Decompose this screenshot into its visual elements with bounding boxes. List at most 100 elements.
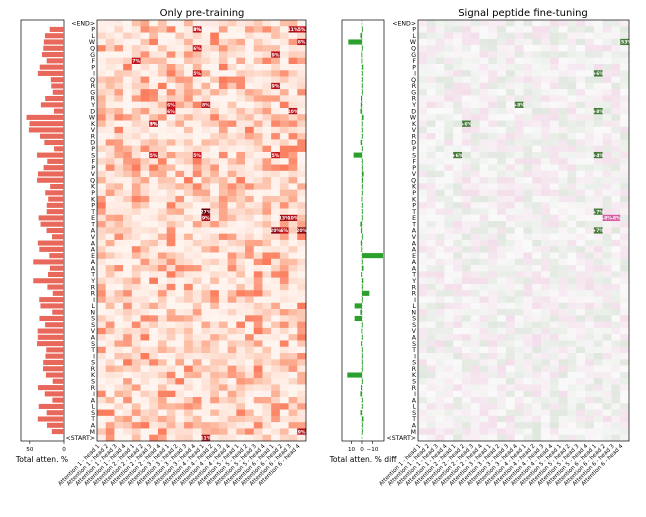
heatmap-cell — [435, 26, 445, 33]
heatmap-cell — [201, 208, 211, 215]
heatmap-cell — [149, 57, 159, 65]
heatmap-cell — [523, 378, 533, 385]
heatmap-cell — [444, 239, 454, 247]
heatmap-cell — [166, 353, 176, 360]
heatmap-cell — [453, 290, 463, 297]
heatmap-cell — [514, 403, 524, 410]
heatmap-cell — [149, 434, 159, 442]
cell-annotation: +6% — [461, 121, 473, 127]
heatmap-cell — [585, 95, 595, 102]
heatmap-cell — [123, 397, 133, 404]
heatmap-cell — [523, 327, 533, 335]
heatmap-cell — [218, 415, 228, 423]
heatmap-cell — [549, 51, 559, 58]
heatmap-cell — [262, 271, 272, 278]
heatmap-cell — [461, 290, 471, 297]
heatmap-cell — [585, 202, 595, 209]
heatmap-cell — [549, 214, 559, 222]
heatmap-cell — [620, 95, 630, 102]
heatmap-cell — [192, 359, 202, 366]
heatmap-cell — [97, 302, 106, 310]
heatmap-cell — [426, 271, 436, 278]
heatmap-cell — [175, 334, 185, 341]
heatmap-cell — [514, 353, 524, 360]
heatmap-cell — [453, 334, 463, 341]
heatmap-cell — [227, 107, 237, 115]
heatmap-cell — [184, 258, 193, 266]
heatmap-cell — [253, 302, 263, 310]
heatmap-cell — [131, 101, 141, 109]
heatmap-cell — [149, 126, 159, 134]
heatmap-cell — [175, 309, 185, 316]
heatmap-cell — [541, 38, 551, 46]
heatmap-cell — [488, 107, 498, 115]
heatmap-cell — [426, 107, 436, 115]
heatmap-cell — [123, 334, 133, 341]
heatmap-cell — [140, 26, 150, 33]
heatmap-cell — [549, 120, 559, 128]
heatmap-cell — [505, 170, 515, 178]
heatmap-cell — [236, 51, 246, 58]
heatmap-cell — [288, 139, 298, 146]
heatmap-cell — [453, 321, 463, 329]
heatmap-cell — [541, 183, 551, 190]
heatmap-cell — [558, 290, 568, 297]
heatmap-cell — [97, 296, 106, 303]
heatmap-cell — [105, 340, 115, 347]
heatmap-cell — [426, 51, 436, 58]
heatmap-cell — [288, 70, 298, 77]
bar — [37, 328, 64, 334]
cell-annotation: 6% — [167, 103, 175, 109]
heatmap-cell — [549, 82, 559, 90]
heatmap-cell — [418, 76, 427, 84]
heatmap-cell — [461, 214, 471, 222]
heatmap-cell — [210, 38, 220, 46]
heatmap-cell — [140, 296, 150, 303]
heatmap-cell — [479, 133, 489, 140]
heatmap-cell — [585, 158, 595, 165]
heatmap-cell — [426, 252, 436, 259]
heatmap-cell — [558, 126, 568, 134]
heatmap-cell — [576, 246, 586, 253]
heatmap-cell — [253, 120, 263, 128]
heatmap-cell — [620, 296, 630, 303]
heatmap-cell — [611, 246, 621, 253]
heatmap-cell — [105, 20, 115, 27]
heatmap-cell — [218, 63, 228, 71]
heatmap-cell — [523, 246, 533, 253]
heatmap-cell — [514, 133, 524, 140]
heatmap-cell — [461, 114, 471, 121]
heatmap-cell — [426, 70, 436, 77]
heatmap-cell — [149, 95, 159, 102]
row-tick-label: <START> — [387, 435, 416, 442]
heatmap-cell — [97, 227, 106, 234]
heatmap-cell — [523, 428, 533, 435]
heatmap-cell — [461, 107, 471, 115]
heatmap-cell — [184, 384, 193, 391]
heatmap-cell — [123, 164, 133, 171]
heatmap-cell — [218, 434, 228, 442]
heatmap-cell — [523, 151, 533, 159]
heatmap-cell — [149, 170, 159, 178]
heatmap-cell — [497, 428, 507, 435]
heatmap-cell — [541, 51, 551, 58]
cell-annotation: 9% — [298, 429, 306, 435]
heatmap-cell — [602, 290, 612, 297]
heatmap-cell — [461, 353, 471, 360]
heatmap-cell — [602, 390, 612, 398]
heatmap-cell — [123, 208, 133, 215]
heatmap-cell — [236, 76, 246, 84]
heatmap-cell — [532, 126, 542, 134]
bar — [360, 96, 362, 102]
heatmap-cell — [593, 126, 603, 134]
heatmap-cell — [123, 378, 133, 385]
heatmap-cell — [453, 327, 463, 335]
heatmap-cell — [184, 145, 193, 153]
heatmap-cell — [488, 45, 498, 52]
cell-annotation: 7% — [132, 59, 140, 65]
heatmap-cell — [192, 390, 202, 398]
heatmap-cell — [184, 202, 193, 209]
bar — [361, 385, 362, 391]
heatmap-cell — [585, 252, 595, 259]
heatmap-cell — [585, 133, 595, 140]
